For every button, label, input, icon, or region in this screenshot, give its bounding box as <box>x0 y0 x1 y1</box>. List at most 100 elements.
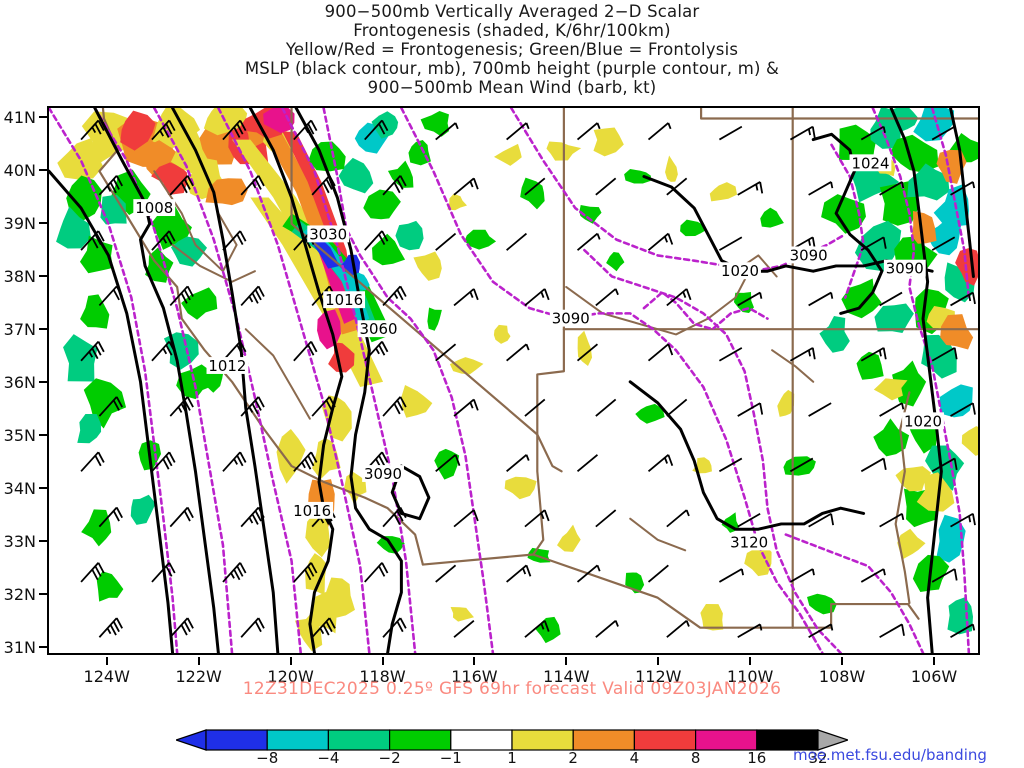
frontogenesis-cell <box>363 189 401 220</box>
latitude-label: 40N <box>3 160 36 180</box>
colorbar: −8 −4 −2 −1 1 2 4 8 16 32 <box>176 729 848 768</box>
wind-barb <box>240 506 265 528</box>
longitude-tick <box>381 657 384 665</box>
wind-barb <box>453 509 479 528</box>
wind-barb <box>808 291 834 307</box>
frontogenesis-cell <box>325 577 355 618</box>
frontogenesis-cell <box>744 543 772 577</box>
longitude-label: 106W <box>910 667 958 686</box>
frontogenesis-cell <box>873 378 908 401</box>
wind-barb <box>169 396 194 417</box>
wind-barb <box>435 454 461 473</box>
frontogenesis-cell <box>635 403 665 424</box>
wind-barb <box>453 288 479 307</box>
svg-text:1008: 1008 <box>135 199 173 217</box>
frontogenesis-cell <box>777 389 795 417</box>
frontogenesis-cell <box>305 509 331 558</box>
frontogenesis-cell <box>170 236 208 267</box>
wind-barb <box>311 617 336 638</box>
mslp-contour <box>628 380 866 531</box>
contour-label-layer: 1008 1012 1016 1016 1020 1020 1024 3030 3060 3090… <box>133 154 944 551</box>
wind-barb <box>293 562 318 583</box>
mslp-contour <box>248 108 344 653</box>
height-contour <box>830 143 865 299</box>
wind-barb <box>718 236 743 251</box>
latitude-label: 41N <box>3 107 36 127</box>
wind-barb <box>808 512 835 528</box>
wind-barb <box>576 454 599 473</box>
wind-barb <box>950 181 976 196</box>
latitude-label: 34N <box>3 478 36 498</box>
wind-barb <box>718 568 744 583</box>
frontogenesis-cell <box>344 472 367 506</box>
wind-barb <box>737 291 763 307</box>
latitude-label: 35N <box>3 425 36 445</box>
frontogenesis-cell <box>557 524 581 552</box>
wind-barb <box>576 122 601 141</box>
wind-barb <box>860 457 887 473</box>
svg-text:1024: 1024 <box>851 154 889 172</box>
longitude-label: 110W <box>727 667 774 686</box>
latitude-label: 32N <box>3 585 36 604</box>
terrain-line <box>771 349 815 383</box>
wind-barb <box>80 230 105 251</box>
height-contour <box>642 291 769 331</box>
colorbar-swatches <box>176 729 848 751</box>
wind-barb <box>524 177 546 196</box>
wind-barb <box>151 340 176 362</box>
colorbar-band <box>389 729 452 751</box>
wind-barb <box>950 623 976 638</box>
frontogenesis-cell <box>338 157 374 194</box>
frontogenesis-cell <box>395 220 424 251</box>
wind-barb <box>506 122 530 141</box>
wind-barb <box>595 288 619 307</box>
wind-barb <box>506 343 530 362</box>
wind-barb <box>666 177 688 196</box>
state-border <box>894 391 911 605</box>
terrain-line <box>171 243 256 283</box>
wind-barb <box>789 347 816 362</box>
colorbar-tick-label: −8 <box>256 749 279 767</box>
wind-barb <box>595 177 617 196</box>
title-line-1: 900−500mb Vertically Averaged 2−D Scalar <box>324 2 700 21</box>
svg-text:1020: 1020 <box>721 262 759 280</box>
frontogenesis-cell <box>593 127 624 157</box>
wind-barb <box>647 343 674 362</box>
mslp-contour <box>49 169 175 653</box>
map-svg: 1008 1012 1016 1016 1020 1020 1024 3030 3060 3090… <box>49 108 978 653</box>
frontogenesis-cell <box>120 110 156 151</box>
wind-barb <box>293 451 318 472</box>
colorbar-tick-label: 16 <box>747 749 767 767</box>
state-border <box>536 433 563 473</box>
wind-barb <box>595 619 619 638</box>
longitude-tick <box>657 657 660 665</box>
latitude-label: 33N <box>3 531 36 551</box>
wind-barb <box>240 175 265 196</box>
colorbar-high-arrow <box>817 729 848 751</box>
wind-barb <box>98 506 123 528</box>
chart-title-block: 900−500mb Vertically Averaged 2−D Scalar… <box>0 2 1024 97</box>
wind-barb <box>950 512 976 528</box>
wind-barb <box>435 232 457 251</box>
wind-barb <box>666 619 690 638</box>
colorbar-tick-label: −4 <box>317 749 340 767</box>
height-contour-layer <box>49 108 971 653</box>
wind-barb <box>382 396 407 417</box>
frontogenesis-cell <box>897 528 926 560</box>
mslp-contour-label: 1016 <box>291 502 334 520</box>
mslp-contour <box>390 464 431 521</box>
wind-barb <box>879 512 905 528</box>
colorbar-tick-label: −1 <box>439 749 462 767</box>
longitude-tick <box>933 657 936 665</box>
wind-barb <box>647 122 672 141</box>
frontogenesis-cell <box>680 219 707 237</box>
frontogenesis-cell <box>939 384 973 418</box>
latitude-tick <box>39 168 47 171</box>
frontogenesis-cell <box>276 429 306 484</box>
frontogenesis-cell <box>579 204 602 224</box>
wind-barb <box>595 509 617 528</box>
wind-barb <box>311 175 336 196</box>
wind-barb <box>222 451 247 472</box>
latitude-label: 39N <box>3 213 36 233</box>
